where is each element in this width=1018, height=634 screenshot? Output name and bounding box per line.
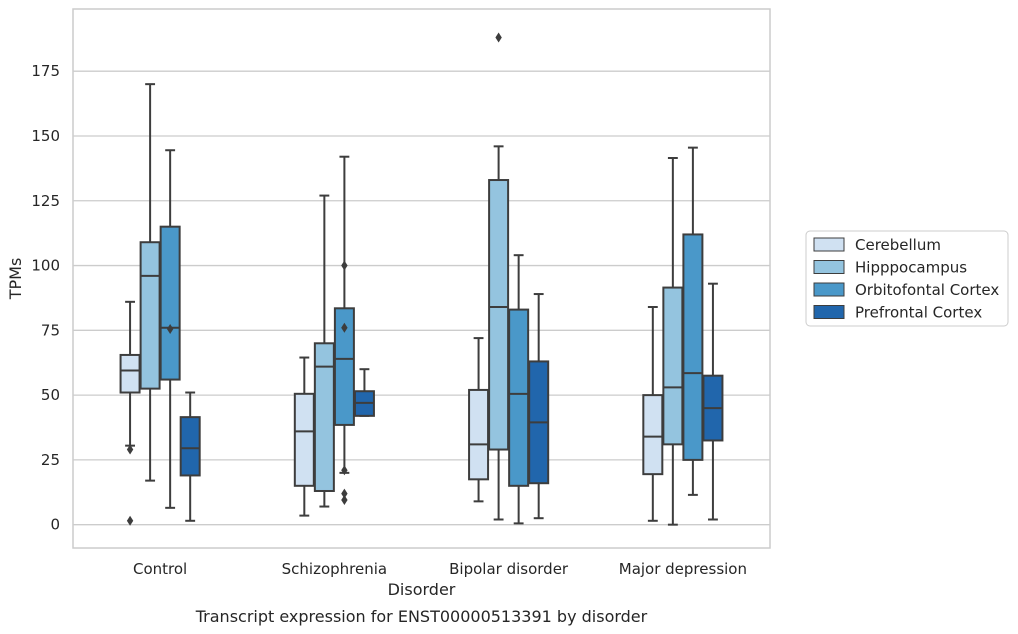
iqr-box bbox=[179, 416, 201, 477]
legend-label: Hipppocampus bbox=[855, 259, 967, 277]
outlier-point bbox=[341, 488, 348, 499]
box-series bbox=[119, 32, 724, 526]
legend-label: Prefrontal Cortex bbox=[855, 304, 982, 322]
y-tick-label: 75 bbox=[41, 321, 60, 339]
legend-label: Orbitofontal Cortex bbox=[855, 281, 999, 299]
legend-swatch bbox=[813, 305, 845, 319]
plot-frame bbox=[72, 8, 771, 549]
box-cerebellum bbox=[642, 306, 664, 522]
box-cerebellum bbox=[119, 300, 141, 526]
iqr-box bbox=[488, 179, 510, 451]
y-tick-label: 25 bbox=[41, 451, 60, 469]
box-prefrontal-cortex bbox=[702, 282, 724, 521]
x-tick-label: Major depression bbox=[619, 560, 747, 578]
outlier-point bbox=[126, 515, 134, 526]
iqr-box bbox=[293, 392, 315, 487]
box-prefrontal-cortex bbox=[353, 368, 375, 417]
iqr-box bbox=[333, 307, 355, 426]
outlier-point bbox=[341, 495, 348, 506]
outlier-point bbox=[126, 444, 134, 455]
x-tick-label: Bipolar disorder bbox=[449, 560, 569, 578]
y-tick-label: 175 bbox=[31, 62, 60, 80]
legend-frame bbox=[805, 230, 1009, 327]
box-prefrontal-cortex bbox=[528, 293, 550, 520]
legend: Cerebellum Hipppocampus Orbitofontal Corte… bbox=[805, 230, 1009, 327]
iqr-box bbox=[682, 233, 704, 461]
outlier-point bbox=[341, 260, 348, 271]
y-tick-label: 0 bbox=[50, 516, 60, 534]
box-cerebellum bbox=[468, 337, 490, 503]
iqr-box bbox=[159, 225, 181, 381]
box-orbitofontal-cortex bbox=[682, 146, 704, 496]
iqr-box bbox=[139, 241, 161, 390]
x-axis-title: Disorder bbox=[388, 580, 456, 599]
x-tick-label: Schizophrenia bbox=[282, 560, 387, 578]
outlier-point bbox=[341, 465, 348, 476]
outlier-point bbox=[166, 324, 174, 335]
iqr-box bbox=[662, 286, 684, 446]
box-orbitofontal-cortex bbox=[159, 149, 181, 509]
box-orbitofontal-cortex bbox=[333, 155, 355, 506]
box-hipppocampus bbox=[139, 83, 161, 482]
box-orbitofontal-cortex bbox=[508, 254, 530, 525]
legend-label: Cerebellum bbox=[855, 236, 941, 254]
chart-caption: Transcript expression for ENST0000051339… bbox=[195, 607, 648, 626]
y-axis-ticks: 0 25 50 75 100 125 150 175 bbox=[31, 62, 60, 533]
y-tick-label: 125 bbox=[31, 192, 60, 210]
box-hipppocampus bbox=[488, 32, 510, 521]
iqr-box bbox=[313, 342, 335, 492]
legend-swatch bbox=[813, 237, 845, 252]
outlier-point bbox=[495, 32, 502, 43]
box-hipppocampus bbox=[662, 157, 684, 526]
legend-swatch bbox=[813, 260, 845, 274]
box-prefrontal-cortex bbox=[179, 391, 201, 522]
iqr-box bbox=[119, 353, 141, 394]
outlier-point bbox=[341, 322, 348, 333]
legend-swatch bbox=[813, 282, 845, 297]
y-tick-label: 150 bbox=[31, 127, 60, 145]
iqr-box bbox=[468, 388, 490, 481]
box-hipppocampus bbox=[313, 194, 335, 508]
iqr-box bbox=[508, 308, 530, 487]
y-tick-label: 100 bbox=[31, 257, 60, 275]
iqr-box bbox=[642, 394, 664, 476]
x-tick-label: Control bbox=[133, 560, 187, 578]
y-tick-label: 50 bbox=[41, 386, 60, 404]
x-axis-ticks: Control Schizophrenia Bipolar disorder Majo… bbox=[133, 560, 747, 578]
y-axis-title: TPMs bbox=[6, 258, 25, 301]
box-cerebellum bbox=[293, 356, 315, 517]
